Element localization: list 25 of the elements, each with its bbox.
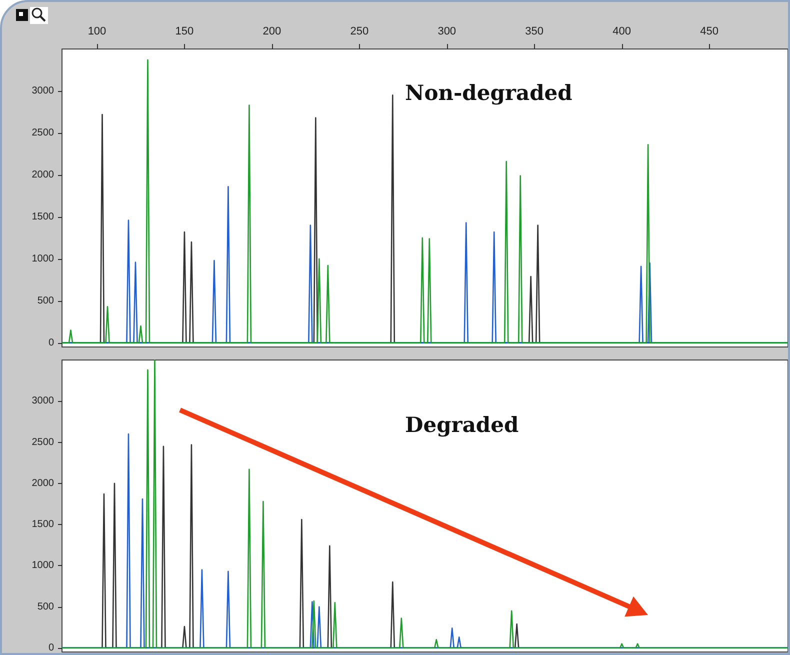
y-tick-label: 500: [37, 295, 54, 306]
y-tick-label: 1000: [32, 560, 54, 572]
y-tick-label: 2000: [32, 478, 54, 489]
y-tick-label: 0: [48, 337, 54, 348]
y-tick-label: 0: [48, 642, 54, 654]
y-tick-label: 2500: [32, 127, 54, 138]
y-tick-label: 1500: [32, 211, 54, 222]
y-tick-label: 1500: [32, 519, 54, 530]
x-tick-label: 200: [262, 26, 282, 38]
y-tick-label: 500: [37, 601, 54, 612]
x-tick-label: 300: [438, 26, 456, 38]
line-series: [61, 359, 788, 649]
text: Degraded: [405, 412, 519, 437]
x-tick-label: 450: [700, 26, 718, 38]
x-tick-label: 250: [350, 26, 369, 38]
x-tick-label: 150: [175, 26, 194, 38]
y-tick-label: 3000: [32, 85, 54, 96]
y-tick-label: 2500: [32, 436, 54, 448]
x-tick-label: 400: [612, 26, 631, 38]
text: Non-degraded: [405, 80, 573, 105]
y-tick-label: 3000: [32, 396, 54, 407]
y-tick-label: 1000: [32, 253, 54, 264]
x-tick-label: 100: [88, 26, 106, 38]
y-tick-label: 2000: [32, 169, 54, 180]
x-tick-label: 350: [525, 26, 544, 38]
